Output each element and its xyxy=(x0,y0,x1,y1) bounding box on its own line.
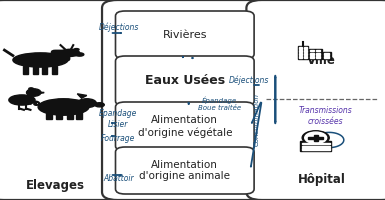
Bar xyxy=(56,111,62,119)
Text: Déjections: Déjections xyxy=(229,75,269,85)
Ellipse shape xyxy=(95,103,104,107)
FancyBboxPatch shape xyxy=(0,0,123,200)
Bar xyxy=(308,137,323,139)
Bar xyxy=(302,143,330,144)
Bar xyxy=(299,50,302,52)
Bar xyxy=(310,50,314,51)
Ellipse shape xyxy=(75,53,84,56)
Bar xyxy=(313,135,318,141)
FancyBboxPatch shape xyxy=(116,147,254,194)
Text: Consommation: Consommation xyxy=(254,94,260,146)
Bar xyxy=(308,49,323,59)
Text: Ville: Ville xyxy=(307,53,336,66)
Bar xyxy=(304,47,307,49)
Bar xyxy=(304,53,307,55)
Ellipse shape xyxy=(13,53,68,67)
Bar xyxy=(304,56,307,58)
Bar xyxy=(310,56,314,58)
FancyBboxPatch shape xyxy=(116,11,254,59)
Text: Épandage
Boue traitée: Épandage Boue traitée xyxy=(198,97,241,111)
FancyBboxPatch shape xyxy=(116,56,254,106)
Bar xyxy=(299,53,302,55)
Bar xyxy=(23,66,28,74)
Bar xyxy=(77,111,82,119)
Circle shape xyxy=(302,131,329,145)
Circle shape xyxy=(27,89,41,96)
Text: Transmissions
croissées: Transmissions croissées xyxy=(298,106,352,126)
Text: Hôpital: Hôpital xyxy=(298,173,345,186)
Bar xyxy=(52,66,57,74)
Text: Fourrage: Fourrage xyxy=(101,134,136,143)
Ellipse shape xyxy=(38,99,89,115)
Bar xyxy=(67,111,73,119)
Ellipse shape xyxy=(29,88,33,90)
FancyBboxPatch shape xyxy=(246,0,385,200)
Bar xyxy=(299,56,302,58)
Bar xyxy=(33,66,38,74)
Bar xyxy=(324,53,329,55)
Bar xyxy=(300,141,331,151)
Ellipse shape xyxy=(12,97,23,101)
Text: Alimentation
d'origine animale: Alimentation d'origine animale xyxy=(139,160,230,181)
Ellipse shape xyxy=(74,49,79,51)
Bar xyxy=(302,148,330,150)
Bar xyxy=(316,56,320,58)
Bar xyxy=(316,53,320,55)
Ellipse shape xyxy=(77,99,96,108)
Ellipse shape xyxy=(60,49,80,56)
FancyBboxPatch shape xyxy=(51,50,70,61)
Polygon shape xyxy=(77,94,87,98)
Bar xyxy=(310,53,314,55)
Ellipse shape xyxy=(9,95,35,105)
Bar xyxy=(302,146,330,147)
Text: Elevages: Elevages xyxy=(26,178,85,192)
Text: Déjections: Déjections xyxy=(99,23,139,32)
Polygon shape xyxy=(40,92,44,94)
FancyBboxPatch shape xyxy=(102,0,266,200)
Bar xyxy=(316,50,320,51)
FancyBboxPatch shape xyxy=(116,102,254,151)
Text: Epandage
Lisier: Epandage Lisier xyxy=(99,109,137,129)
Bar xyxy=(42,66,47,74)
Text: Eaux Usées: Eaux Usées xyxy=(145,74,225,88)
Text: Alimentation
d'origine végétale: Alimentation d'origine végétale xyxy=(137,115,232,138)
Bar xyxy=(324,56,329,58)
Bar xyxy=(304,50,307,52)
Bar xyxy=(298,46,308,59)
Text: Rivières: Rivières xyxy=(162,30,207,40)
Circle shape xyxy=(305,132,326,143)
Bar xyxy=(46,111,52,119)
Bar xyxy=(299,47,302,49)
Bar xyxy=(323,52,330,59)
Text: Abattoir: Abattoir xyxy=(103,174,134,183)
